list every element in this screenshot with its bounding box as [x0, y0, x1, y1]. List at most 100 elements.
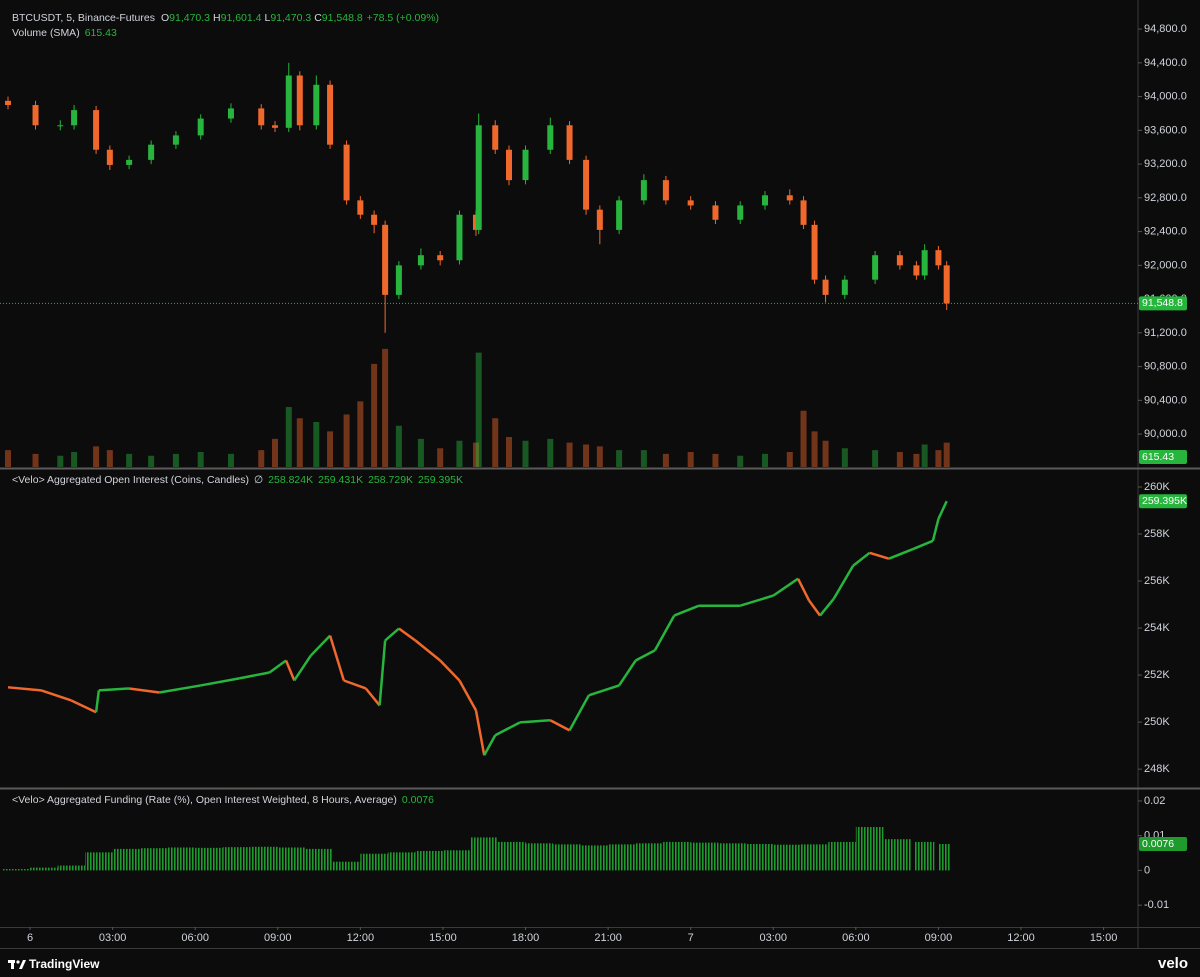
volume-bar — [395, 425, 402, 467]
oi-header: <Velo> Aggregated Open Interest (Coins, … — [12, 474, 463, 486]
volume-bar — [371, 363, 378, 467]
candle-body — [566, 125, 573, 160]
volume-bar — [811, 431, 818, 467]
candle-body — [371, 214, 378, 225]
oi-segment — [458, 679, 478, 711]
candle-body — [57, 125, 64, 127]
oi-segment — [414, 639, 441, 662]
funding-bar — [30, 867, 58, 871]
oi-segment — [7, 686, 42, 692]
funding-bar — [855, 826, 884, 871]
y-tick-label: 248K — [1144, 763, 1170, 775]
volume-bar — [566, 442, 573, 467]
volume-bar — [943, 442, 950, 467]
candle-body — [343, 144, 350, 201]
volume-bar — [872, 450, 879, 467]
oi-segment — [128, 687, 160, 694]
volume-bar — [93, 446, 100, 467]
value-box-label: 0.0076 — [1142, 838, 1174, 850]
volume-bar — [296, 418, 303, 467]
candle-body — [417, 255, 424, 266]
candle-body — [762, 195, 769, 206]
symbol-header: BTCUSDT, 5, Binance-Futures O91,470.3 H91,… — [12, 12, 439, 24]
candle-body — [896, 255, 903, 266]
funding-bar — [250, 846, 278, 871]
volume-bar — [258, 450, 265, 467]
ohlc-label: C — [314, 12, 322, 24]
candle-body — [106, 149, 113, 165]
brand-right: velo — [1158, 955, 1188, 972]
funding-bar — [167, 847, 196, 871]
oi-segment — [398, 627, 417, 642]
value-box-label: 91,548.8 — [1142, 297, 1183, 309]
candle-body — [943, 265, 950, 304]
oi-symbol: ∅ — [254, 474, 263, 486]
funding-bar — [553, 844, 581, 871]
candle-body — [93, 110, 100, 150]
funding-bar — [915, 841, 935, 871]
oi-segment — [40, 689, 72, 702]
x-tick-label: 6 — [27, 932, 33, 944]
candle-body — [935, 250, 942, 266]
candle-body — [913, 265, 920, 276]
candle-body — [32, 105, 39, 126]
oi-segment — [819, 597, 835, 617]
volume-bar — [935, 450, 942, 467]
ohlc: O91,470.3 H91,601.4 L91,470.3 C91,548.8 — [161, 12, 363, 24]
candle-body — [786, 195, 793, 201]
volume-bar — [762, 453, 769, 467]
candle-body — [492, 125, 499, 150]
funding-bar — [277, 847, 306, 871]
ohlc-label: H — [213, 12, 221, 24]
oi-segment — [268, 659, 287, 674]
volume-bar — [640, 450, 647, 467]
funding-bar — [663, 841, 691, 871]
oi-segment — [653, 614, 676, 652]
volume-bar — [71, 452, 78, 467]
funding-bar — [828, 841, 856, 871]
x-tick-label: 12:00 — [347, 932, 375, 944]
oi-segment — [378, 640, 387, 706]
change: +78.5 (+0.09%) — [367, 12, 439, 24]
volume-bar — [472, 442, 479, 467]
candle-body — [285, 75, 292, 128]
volume-bar — [327, 431, 334, 467]
volume-bar — [786, 452, 793, 467]
oi-segment — [739, 594, 774, 607]
volume-bar — [596, 446, 603, 467]
oi-segment — [832, 565, 855, 600]
oi-segment — [588, 684, 620, 697]
funding-bar — [745, 844, 774, 871]
ohlc-label: O — [161, 12, 169, 24]
volume-bar — [583, 444, 590, 467]
funding-bar — [690, 842, 719, 871]
oi-segment — [519, 718, 551, 724]
funding-value: 0.0076 — [402, 794, 434, 806]
volume-bar — [32, 453, 39, 467]
y-tick-label: 92,800.0 — [1144, 192, 1187, 204]
y-tick-label: -0.01 — [1144, 899, 1169, 911]
symbol: BTCUSDT, 5, Binance-Futures — [12, 12, 155, 24]
funding-bar — [497, 841, 526, 871]
oi-segment — [474, 710, 486, 756]
funding-bar — [140, 848, 168, 871]
oi-segment — [618, 659, 637, 687]
volume-bar — [800, 410, 807, 467]
y-tick-label: 94,400.0 — [1144, 57, 1187, 69]
oi-segment — [931, 518, 940, 542]
oi-value: 258.824K — [268, 474, 313, 486]
y-tick-label: 91,200.0 — [1144, 327, 1187, 339]
candle-body — [313, 84, 320, 126]
volume-bar — [343, 414, 350, 467]
candle-body — [71, 110, 78, 126]
oi-segment — [635, 649, 656, 662]
x-tick-label: 06:00 — [181, 932, 209, 944]
candle-body — [640, 180, 647, 201]
volume-bar — [687, 452, 694, 467]
x-tick-label: 12:00 — [1007, 932, 1035, 944]
y-tick-label: 258K — [1144, 528, 1170, 540]
candle-body — [712, 205, 719, 220]
oi-segment — [549, 719, 571, 732]
